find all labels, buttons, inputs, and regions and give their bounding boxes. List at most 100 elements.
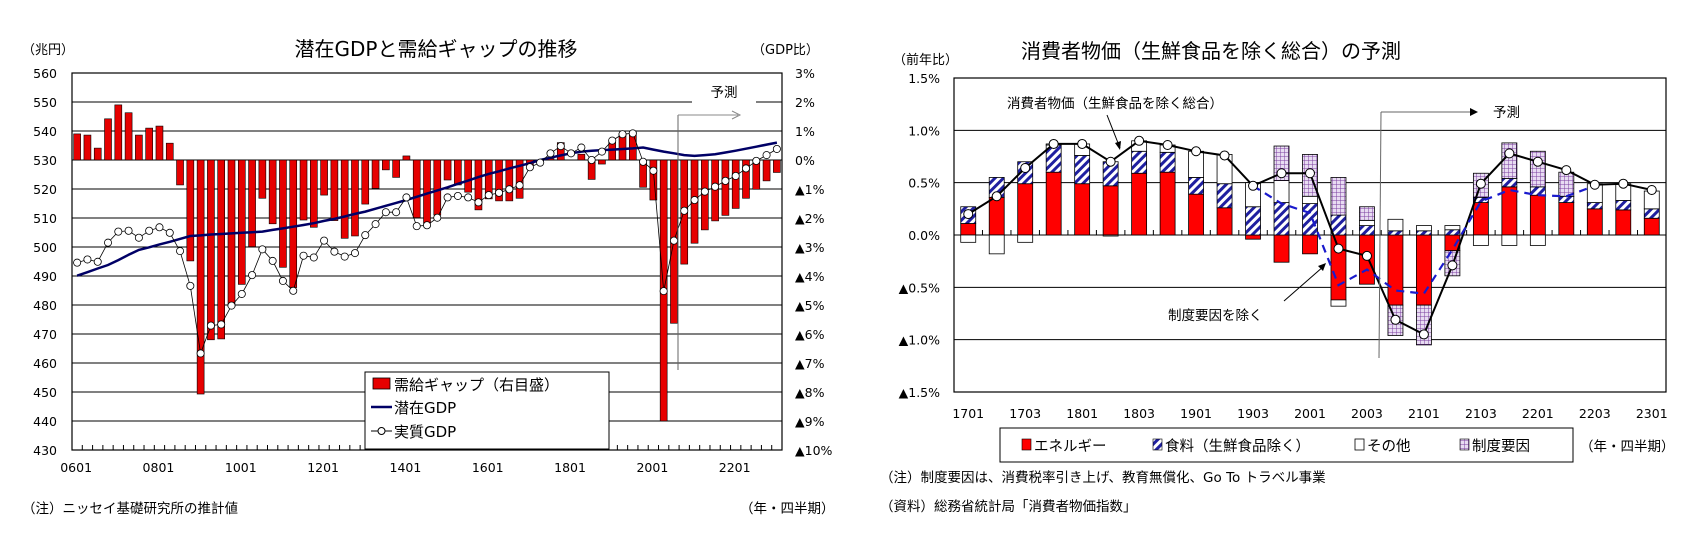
cpi-total-point bbox=[1162, 139, 1173, 150]
gap-bar bbox=[742, 159, 750, 199]
energy-bar-segment bbox=[960, 223, 977, 236]
legend-swatch-institutional bbox=[1459, 438, 1470, 451]
institutional-bar-segment bbox=[1359, 206, 1375, 221]
legend-swatch-gap bbox=[372, 377, 391, 390]
other-bar-segment bbox=[1017, 234, 1034, 243]
real-gdp-point bbox=[186, 281, 195, 290]
energy-bar-segment bbox=[1558, 202, 1575, 236]
left-x-unit: （年・四半期） bbox=[740, 501, 835, 517]
food-bar-segment bbox=[1615, 200, 1632, 211]
real-gdp-point bbox=[268, 256, 277, 265]
gap-bar bbox=[279, 159, 287, 268]
energy-bar-segment bbox=[1102, 185, 1119, 236]
real-gdp-point bbox=[289, 286, 298, 295]
other-bar-segment bbox=[1472, 234, 1489, 246]
gap-bar bbox=[207, 159, 215, 341]
right-y-tick-label: ▲5% bbox=[795, 298, 825, 313]
gap-bar bbox=[762, 159, 771, 182]
gap-bar bbox=[93, 147, 102, 161]
energy-bar-segment bbox=[1615, 209, 1632, 236]
real-gdp-point bbox=[495, 188, 504, 197]
gap-bar bbox=[392, 159, 400, 178]
real-gdp-point bbox=[422, 221, 431, 230]
real-gdp-point bbox=[628, 129, 637, 138]
left-y-tick-label: 540 bbox=[33, 124, 57, 139]
x-tick-label: 2203 bbox=[1579, 406, 1611, 421]
real-gdp-point bbox=[299, 251, 308, 260]
legend-label-other: その他 bbox=[1367, 438, 1411, 455]
gap-bar bbox=[505, 159, 514, 202]
left-y-tick-label: 460 bbox=[33, 356, 57, 371]
x-tick-label: 1701 bbox=[952, 406, 984, 421]
institutional-bar-segment bbox=[1558, 171, 1575, 197]
right-forecast-label: 予測 bbox=[1493, 105, 1520, 121]
energy-bar-segment bbox=[1643, 217, 1660, 236]
left-y-tick-label: 470 bbox=[33, 327, 57, 342]
real-gdp-point bbox=[361, 231, 370, 240]
energy-bar-segment bbox=[1501, 186, 1518, 236]
real-gdp-point bbox=[93, 257, 102, 266]
right-axis-unit: （GDP比） bbox=[752, 43, 819, 58]
legend-label-gap: 需給ギャップ（右目盛） bbox=[394, 376, 559, 394]
real-gdp-point bbox=[752, 156, 761, 165]
gap-bar bbox=[474, 159, 483, 211]
gap-bar bbox=[237, 159, 246, 285]
other-bar-segment bbox=[1387, 218, 1404, 232]
gap-bar bbox=[773, 159, 781, 173]
legend-label-potential: 潜在GDP bbox=[394, 399, 456, 417]
gap-bar bbox=[155, 125, 164, 161]
real-gdp-point bbox=[680, 206, 689, 215]
x-tick-label: 1801 bbox=[1066, 406, 1098, 421]
energy-bar-segment bbox=[988, 196, 1005, 236]
real-gdp-point bbox=[608, 136, 617, 145]
gap-bar bbox=[371, 159, 380, 189]
other-bar-segment bbox=[1273, 180, 1290, 203]
energy-bar-segment bbox=[1387, 234, 1404, 306]
cpi-total-point bbox=[1105, 156, 1116, 167]
real-gdp-point bbox=[320, 236, 329, 245]
left-plot-frame bbox=[71, 72, 783, 451]
annotation-total: 消費者物価（生鮮食品を除く総合） bbox=[1007, 95, 1223, 112]
real-gdp-point bbox=[741, 164, 750, 173]
food-bar-segment bbox=[1074, 155, 1091, 185]
food-bar-segment bbox=[1643, 208, 1660, 219]
real-gdp-point bbox=[453, 191, 462, 200]
annotation-ex-institutional: 制度要因を除く bbox=[1168, 308, 1263, 324]
x-tick-label: 1903 bbox=[1237, 406, 1269, 421]
real-gdp-point bbox=[165, 228, 174, 237]
real-gdp-point bbox=[350, 249, 359, 258]
left-y-tick-label: 480 bbox=[33, 298, 57, 313]
cpi-total-point bbox=[1248, 180, 1259, 191]
right-y-tick-label: 2% bbox=[795, 95, 815, 110]
cpi-total-point bbox=[1646, 184, 1657, 195]
x-tick-label: 1801 bbox=[554, 460, 586, 475]
gap-bar bbox=[310, 159, 318, 228]
real-gdp-point bbox=[114, 227, 123, 236]
y-tick-label: 1.0% bbox=[908, 123, 940, 138]
right-y-tick-label: ▲4% bbox=[795, 269, 825, 284]
real-gdp-point bbox=[525, 163, 534, 172]
other-bar-segment bbox=[988, 234, 1005, 255]
gap-bar bbox=[443, 159, 452, 181]
energy-bar-segment bbox=[1245, 234, 1261, 240]
cpi-total-point bbox=[1305, 168, 1315, 179]
real-gdp-point bbox=[731, 171, 740, 180]
cpi-total-point bbox=[991, 191, 1002, 202]
real-gdp-point bbox=[711, 182, 720, 191]
arrowhead-icon bbox=[1115, 141, 1121, 150]
right-chart: 消費者物価（生鮮食品を除く総合）の予測 （前年比） 1.5% 1.0% 0.5% 0.… bbox=[880, 39, 1675, 515]
real-gdp-point bbox=[618, 130, 627, 139]
right-y-tick-label: ▲10% bbox=[795, 443, 833, 458]
gap-bar bbox=[649, 159, 658, 201]
gap-bar bbox=[258, 159, 267, 199]
gap-bar bbox=[598, 159, 606, 165]
cpi-total-point bbox=[1333, 243, 1344, 254]
gap-bar bbox=[330, 159, 339, 221]
real-gdp-point bbox=[206, 321, 215, 330]
institutional-bar-segment bbox=[1501, 142, 1518, 179]
gap-bar bbox=[340, 159, 349, 239]
left-legend: 需給ギャップ（右目盛） 潜在GDP 実質GDP bbox=[364, 371, 610, 450]
real-gdp-point bbox=[515, 181, 524, 190]
food-bar-segment bbox=[1359, 225, 1375, 236]
y-tick-label: 1.5% bbox=[908, 71, 940, 86]
